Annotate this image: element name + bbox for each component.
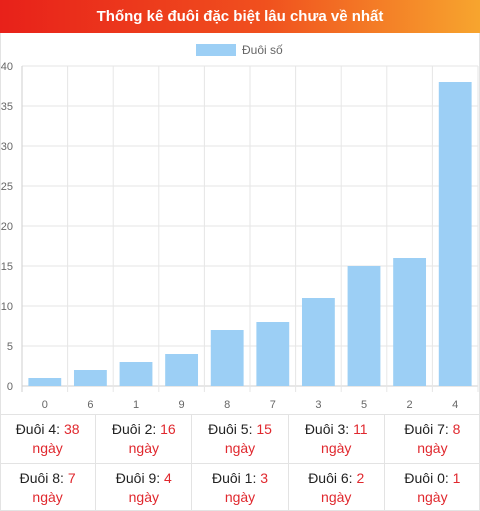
bar-chart: Đuôi số 0 5 10 15 20 25 30 35 40 0 6 1 9 8 7 3 5 2 4	[0, 33, 480, 415]
y-tick-label: 30	[1, 141, 13, 153]
stat-cell: Đuôi 0: 1 ngày	[385, 464, 480, 511]
bar	[119, 362, 153, 386]
stat-unit: ngày	[128, 440, 159, 456]
stat-label: Đuôi 1:	[211, 470, 257, 486]
bar	[347, 266, 381, 386]
stat-value: 4	[164, 470, 172, 486]
x-tick-label: 7	[270, 399, 276, 411]
stat-cell: Đuôi 6: 2 ngày	[289, 464, 385, 511]
y-tick-label: 20	[1, 221, 13, 233]
x-tick-label: 2	[407, 399, 413, 411]
stat-unit: ngày	[417, 440, 448, 456]
stats-row-1: Đuôi 4: 38 ngày Đuôi 2: 16 ngày Đuôi 5: …	[0, 415, 480, 463]
y-tick-label: 40	[1, 61, 13, 73]
stat-unit: ngày	[32, 440, 63, 456]
stat-cell: Đuôi 9: 4 ngày	[96, 464, 193, 511]
bar	[438, 82, 472, 386]
stat-value: 15	[256, 421, 272, 437]
stats-table: Đuôi 4: 38 ngày Đuôi 2: 16 ngày Đuôi 5: …	[0, 414, 480, 511]
x-tick-label: 8	[224, 399, 230, 411]
bar	[28, 378, 62, 386]
stat-unit: ngày	[224, 440, 256, 456]
stat-unit: ngày	[32, 489, 63, 505]
bar	[301, 298, 335, 386]
stat-label: Đuôi 2:	[111, 421, 157, 437]
bar	[165, 354, 199, 386]
stat-value: 2	[356, 470, 365, 486]
x-tick-label: 5	[361, 399, 367, 411]
stat-value: 8	[452, 421, 461, 437]
stat-value: 11	[353, 421, 368, 437]
stat-label: Đuôi 9:	[115, 470, 161, 486]
x-tick-label: 6	[87, 399, 93, 411]
x-tick-label: 9	[179, 399, 185, 411]
stat-cell: Đuôi 1: 3 ngày	[192, 464, 289, 511]
stat-label: Đuôi 3:	[304, 421, 350, 437]
y-tick-label: 25	[1, 181, 13, 193]
stat-unit: ngày	[417, 489, 448, 505]
stat-cell: Đuôi 7: 8 ngày	[385, 415, 480, 463]
stat-label: Đuôi 8:	[19, 470, 64, 486]
stat-value: 16	[160, 421, 176, 437]
legend-label: Đuôi số	[242, 43, 283, 57]
y-tick-label: 15	[1, 261, 13, 273]
x-tick-label: 3	[315, 399, 321, 411]
legend-swatch	[196, 44, 236, 56]
bar	[73, 370, 107, 386]
x-tick-label: 4	[452, 399, 458, 411]
stat-label: Đuôi 4:	[15, 421, 61, 437]
stat-unit: ngày	[321, 489, 352, 505]
stats-row-2: Đuôi 8: 7 ngày Đuôi 9: 4 ngày Đuôi 1: 3 …	[0, 463, 480, 511]
stat-cell: Đuôi 8: 7 ngày	[0, 464, 97, 511]
stat-value: 1	[452, 470, 461, 486]
y-tick-label: 10	[1, 301, 13, 313]
stat-label: Đuôi 5:	[208, 421, 253, 437]
stat-label: Đuôi 0:	[404, 470, 449, 486]
stat-value: 3	[260, 470, 269, 486]
stat-label: Đuôi 6:	[308, 470, 353, 486]
y-tick-label: 35	[1, 101, 13, 113]
stat-cell: Đuôi 4: 38 ngày	[0, 415, 97, 463]
stat-cell: Đuôi 5: 15 ngày	[192, 415, 289, 463]
x-tick-label: 0	[42, 399, 48, 411]
stat-value: 7	[67, 470, 76, 486]
stat-value: 38	[63, 421, 80, 437]
x-tick-label: 1	[133, 399, 139, 411]
bar	[210, 330, 244, 386]
y-tick-label: 0	[7, 381, 13, 393]
stat-unit: ngày	[224, 489, 256, 505]
y-tick-label: 5	[7, 341, 13, 353]
stat-cell: Đuôi 2: 16 ngày	[96, 415, 193, 463]
bar	[256, 322, 290, 386]
stat-label: Đuôi 7:	[404, 421, 449, 437]
page-title: Thống kê đuôi đặc biệt lâu chưa về nhất	[0, 0, 480, 33]
stat-unit: ngày	[128, 489, 159, 505]
bar	[393, 258, 427, 386]
stat-cell: Đuôi 3: 11 ngày	[289, 415, 385, 463]
stat-unit: ngày	[321, 440, 352, 456]
